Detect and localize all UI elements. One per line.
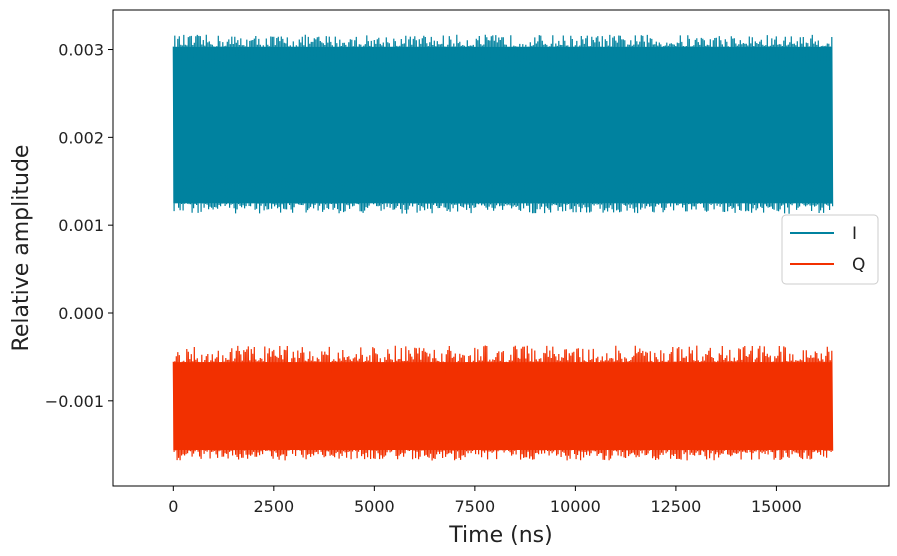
- x-tick-label: 7500: [455, 497, 496, 516]
- y-tick-label: 0.000: [58, 304, 104, 323]
- x-axis: 0 2500 5000 7500 10000 12500 15000: [168, 486, 802, 516]
- y-tick-label: 0.003: [58, 41, 104, 60]
- y-axis: −0.001 0.000 0.001 0.002 0.003: [45, 41, 113, 411]
- x-tick-label: 15000: [751, 497, 802, 516]
- y-tick-label: 0.002: [58, 128, 104, 147]
- y-tick-label: −0.001: [45, 392, 104, 411]
- series-line-i: [172, 34, 834, 214]
- legend-label-q: Q: [852, 255, 865, 275]
- x-tick-label: 10000: [550, 497, 601, 516]
- x-tick-label: 0: [168, 497, 178, 516]
- y-tick-label: 0.001: [58, 216, 104, 235]
- y-axis-title: Relative amplitude: [9, 145, 34, 352]
- legend-label-i: I: [852, 224, 857, 244]
- legend: I Q: [781, 214, 879, 285]
- x-tick-label: 5000: [354, 497, 395, 516]
- plot-area: [172, 34, 834, 461]
- x-axis-title: Time (ns): [448, 523, 552, 548]
- plot-frame: [112, 9, 890, 487]
- x-tick-label: 2500: [253, 497, 294, 516]
- series-line-q: [172, 345, 834, 461]
- x-tick-label: 12500: [650, 497, 701, 516]
